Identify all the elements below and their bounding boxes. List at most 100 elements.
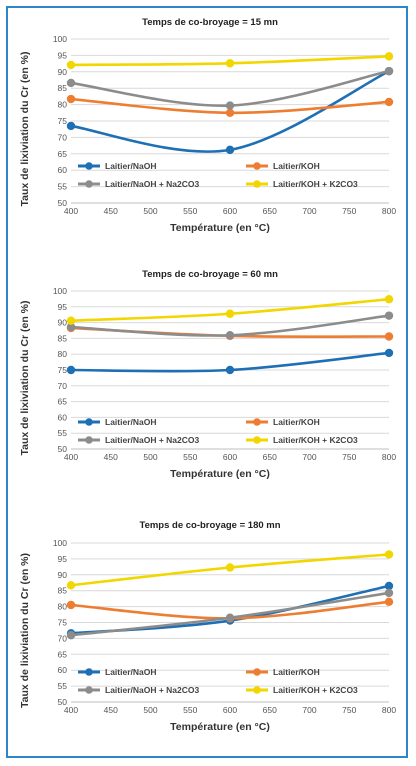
x-tick-label: 800: [382, 452, 396, 462]
x-axis-label: Température (en °C): [170, 721, 270, 733]
legend-item: Laitier/NaOH: [78, 667, 157, 677]
y-tick-label: 80: [58, 349, 68, 359]
y-tick-label: 70: [58, 132, 68, 142]
chart-panel-3: Temps de co-broyage = 180 mn 50 55 60 65 70 75…: [19, 520, 396, 733]
legend-item: Laitier/KOH: [246, 161, 320, 171]
data-point: [66, 94, 76, 104]
chart-panel-2: Temps de co-broyage = 60 mn 50 55 60 65 70 75 8…: [19, 269, 396, 480]
y-tick-label: 60: [58, 412, 68, 422]
data-point: [225, 331, 235, 340]
y-tick-label: 85: [58, 83, 68, 93]
legend-item: Laitier/KOH: [246, 417, 320, 427]
legend-swatch-marker: [85, 418, 93, 426]
data-point: [66, 121, 76, 131]
y-tick-label: 90: [58, 67, 68, 77]
legend-item: Laitier/KOH: [246, 667, 320, 677]
legend-swatch-marker: [253, 436, 261, 444]
y-tick-label: 85: [58, 586, 68, 596]
y-tick-label: 75: [58, 618, 68, 628]
y-tick-label: 75: [58, 365, 68, 375]
legend-swatch-marker: [253, 686, 261, 694]
legend-swatch-marker: [253, 180, 261, 188]
legend-label: Laitier/NaOH + Na2CO3: [105, 435, 200, 445]
data-point: [384, 311, 394, 320]
y-tick-label: 60: [58, 165, 68, 175]
legend-item: Laitier/NaOH: [78, 161, 157, 171]
chart-title: Temps de co-broyage = 180 mn: [139, 520, 280, 531]
x-tick-label: 650: [263, 206, 277, 216]
x-tick-label: 450: [104, 452, 118, 462]
data-point: [384, 66, 394, 76]
legend-label: Laitier/KOH + K2CO3: [273, 685, 358, 695]
legend-swatch-marker: [253, 418, 261, 426]
data-point: [225, 145, 235, 155]
y-tick-label: 55: [58, 428, 68, 438]
data-point: [225, 59, 235, 68]
y-axis-label: Taux de lixiviation du Cr (en %): [19, 553, 31, 708]
y-tick-label: 95: [58, 50, 68, 60]
x-tick-label: 700: [302, 705, 316, 715]
x-tick-label: 500: [143, 206, 157, 216]
x-tick-label: 550: [183, 452, 197, 462]
chart-title: Temps de co-broyage = 15 mn: [142, 17, 278, 28]
data-point: [66, 60, 76, 70]
charts-canvas: Temps de co-broyage = 15 mn 50 55 60 65 70 75 8…: [19, 17, 396, 733]
legend-label: Laitier/KOH: [273, 161, 320, 171]
data-point: [225, 613, 235, 622]
legend-label: Laitier/NaOH + Na2CO3: [105, 685, 200, 695]
x-tick-label: 400: [64, 206, 78, 216]
y-tick-label: 50: [58, 697, 68, 707]
legend-item: Laitier/NaOH + Na2CO3: [78, 435, 200, 445]
data-point: [384, 52, 394, 61]
legend-item: Laitier/KOH + K2CO3: [246, 435, 358, 445]
legend-item: Laitier/NaOH: [78, 417, 157, 427]
chart-panel-1: Temps de co-broyage = 15 mn 50 55 60 65 70 75 8…: [19, 17, 396, 234]
figure-frame: Temps de co-broyage = 15 mn 50 55 60 65 70 75 8…: [6, 6, 408, 758]
data-point: [66, 316, 76, 325]
data-point: [66, 322, 76, 332]
data-point: [66, 78, 76, 88]
x-tick-label: 450: [104, 206, 118, 216]
x-tick-label: 750: [342, 452, 356, 462]
x-tick-label: 700: [302, 452, 316, 462]
data-point: [225, 365, 235, 375]
y-tick-label: 65: [58, 149, 68, 159]
legend-label: Laitier/KOH: [273, 417, 320, 427]
legend-item: Laitier/NaOH + Na2CO3: [78, 179, 200, 189]
legend-item: Laitier/KOH + K2CO3: [246, 179, 358, 189]
y-tick-label: 50: [58, 444, 68, 454]
y-tick-label: 95: [58, 554, 68, 564]
x-tick-label: 450: [104, 705, 118, 715]
y-tick-label: 95: [58, 302, 68, 312]
data-point: [384, 295, 394, 304]
x-tick-label: 600: [223, 206, 237, 216]
legend-swatch-marker: [253, 668, 261, 676]
y-tick-label: 55: [58, 681, 68, 691]
x-axis-label: Température (en °C): [170, 468, 270, 480]
data-point: [384, 348, 394, 358]
legend-item: Laitier/KOH + K2CO3: [246, 685, 358, 695]
y-tick-label: 65: [58, 649, 68, 659]
y-axis-label: Taux de lixiviation du Cr (en %): [19, 301, 31, 456]
chart-title: Temps de co-broyage = 60 mn: [142, 269, 278, 280]
y-tick-label: 85: [58, 333, 68, 343]
x-tick-label: 650: [263, 452, 277, 462]
legend-label: Laitier/NaOH: [105, 667, 157, 677]
legend-swatch-marker: [85, 162, 93, 170]
data-point: [384, 581, 394, 591]
legend-swatch-marker: [253, 162, 261, 170]
x-tick-label: 750: [342, 705, 356, 715]
legend-swatch-marker: [85, 668, 93, 676]
x-tick-label: 600: [223, 705, 237, 715]
legend-swatch-marker: [85, 180, 93, 188]
legend-swatch-marker: [85, 436, 93, 444]
y-tick-label: 75: [58, 116, 68, 126]
x-tick-label: 600: [223, 452, 237, 462]
y-axis-label: Taux de lixiviation du Cr (en %): [19, 52, 31, 207]
x-tick-label: 500: [143, 705, 157, 715]
x-axis-label: Température (en °C): [170, 222, 270, 234]
data-point: [225, 108, 235, 118]
y-tick-label: 70: [58, 633, 68, 643]
y-tick-label: 65: [58, 397, 68, 407]
legend-label: Laitier/KOH + K2CO3: [273, 179, 358, 189]
